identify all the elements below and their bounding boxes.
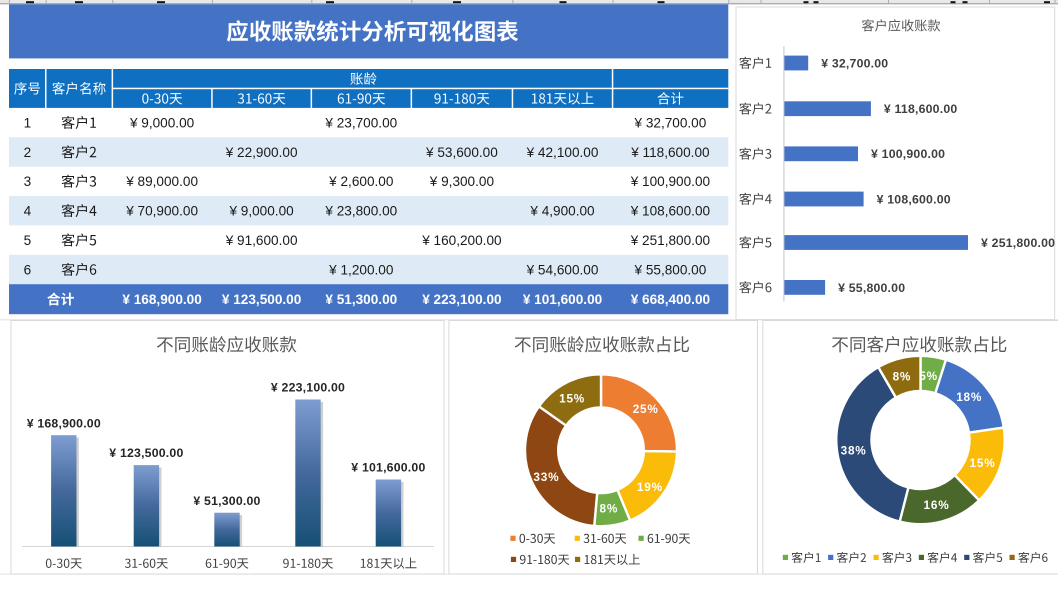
svg-text:¥ 91,600.00: ¥ 91,600.00	[225, 233, 298, 248]
svg-text:¥ 22,900.00: ¥ 22,900.00	[225, 145, 298, 160]
svg-text:¥ 2,600.00: ¥ 2,600.00	[328, 174, 394, 189]
svg-text:¥ 668,400.00: ¥ 668,400.00	[631, 292, 710, 307]
svg-text:¥ 89,000.00: ¥ 89,000.00	[125, 174, 198, 189]
svg-text:4: 4	[24, 204, 32, 219]
svg-text:¥ 251,800.00: ¥ 251,800.00	[981, 236, 1055, 250]
svg-text:¥ 223,100.00: ¥ 223,100.00	[271, 381, 345, 395]
svg-text:3: 3	[24, 174, 32, 189]
svg-text:25%: 25%	[633, 402, 659, 416]
svg-text:¥ 70,900.00: ¥ 70,900.00	[125, 204, 198, 219]
svg-text:5: 5	[24, 233, 32, 248]
svg-text:¥ 101,600.00: ¥ 101,600.00	[351, 461, 425, 475]
svg-text:16%: 16%	[923, 498, 949, 512]
svg-text:¥ 4,900.00: ¥ 4,900.00	[529, 204, 595, 219]
svg-text:¥ 168,900.00: ¥ 168,900.00	[27, 416, 101, 430]
svg-text:18%: 18%	[956, 390, 982, 404]
svg-text:¥ 51,300.00: ¥ 51,300.00	[325, 292, 397, 307]
svg-text:¥ 54,600.00: ¥ 54,600.00	[526, 262, 599, 277]
svg-text:¥ 251,800.00: ¥ 251,800.00	[630, 233, 711, 248]
svg-text:33%: 33%	[533, 470, 559, 484]
svg-text:¥ 108,600.00: ¥ 108,600.00	[877, 192, 951, 206]
svg-text:8%: 8%	[599, 501, 618, 515]
svg-text:¥ 123,500.00: ¥ 123,500.00	[222, 292, 301, 307]
svg-text:¥ 23,700.00: ¥ 23,700.00	[324, 116, 397, 131]
svg-text:38%: 38%	[841, 444, 867, 458]
svg-text:19%: 19%	[637, 480, 663, 494]
svg-text:¥ 223,100.00: ¥ 223,100.00	[422, 292, 501, 307]
svg-text:1: 1	[24, 116, 32, 131]
svg-text:¥ 1,200.00: ¥ 1,200.00	[328, 262, 394, 277]
svg-text:8%: 8%	[893, 370, 912, 384]
svg-text:¥ 118,600.00: ¥ 118,600.00	[884, 102, 958, 116]
svg-text:6: 6	[24, 262, 32, 277]
svg-text:15%: 15%	[559, 392, 585, 406]
svg-text:¥ 118,600.00: ¥ 118,600.00	[630, 145, 710, 160]
svg-text:¥ 160,200.00: ¥ 160,200.00	[421, 233, 502, 248]
svg-text:¥ 32,700.00: ¥ 32,700.00	[821, 56, 888, 70]
svg-text:¥ 108,600.00: ¥ 108,600.00	[630, 204, 711, 219]
svg-text:¥ 101,600.00: ¥ 101,600.00	[523, 292, 602, 307]
svg-text:¥ 32,700.00: ¥ 32,700.00	[633, 116, 706, 131]
svg-text:¥ 9,000.00: ¥ 9,000.00	[129, 116, 195, 131]
svg-text:¥ 23,800.00: ¥ 23,800.00	[324, 204, 397, 219]
svg-text:¥ 53,600.00: ¥ 53,600.00	[425, 145, 498, 160]
svg-text:¥ 9,000.00: ¥ 9,000.00	[228, 204, 294, 219]
svg-text:¥ 100,900.00: ¥ 100,900.00	[630, 174, 711, 189]
svg-text:¥ 42,100.00: ¥ 42,100.00	[526, 145, 599, 160]
svg-text:¥ 168,900.00: ¥ 168,900.00	[122, 292, 201, 307]
svg-text:¥ 51,300.00: ¥ 51,300.00	[193, 494, 260, 508]
svg-text:¥ 9,300.00: ¥ 9,300.00	[429, 174, 495, 189]
svg-text:¥ 55,800.00: ¥ 55,800.00	[633, 262, 706, 277]
svg-text:¥ 100,900.00: ¥ 100,900.00	[871, 147, 945, 161]
svg-text:2: 2	[24, 145, 32, 160]
svg-text:15%: 15%	[969, 456, 995, 470]
svg-text:5%: 5%	[919, 369, 938, 383]
svg-text:¥ 55,800.00: ¥ 55,800.00	[838, 281, 905, 295]
svg-text:¥ 123,500.00: ¥ 123,500.00	[109, 446, 183, 460]
